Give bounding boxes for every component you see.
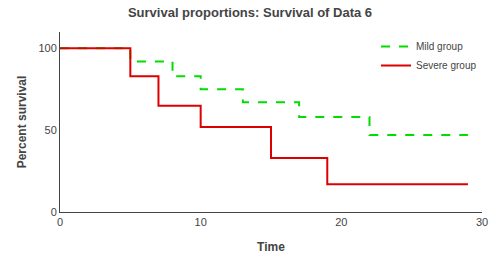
svg-text:Severe group: Severe group (416, 60, 476, 71)
svg-text:20: 20 (335, 216, 347, 228)
svg-text:Mild group: Mild group (416, 41, 463, 52)
svg-text:30: 30 (476, 216, 488, 228)
svg-text:10: 10 (195, 216, 207, 228)
svg-text:0: 0 (57, 216, 63, 228)
svg-text:50: 50 (45, 124, 57, 136)
svg-text:0: 0 (51, 206, 57, 218)
svg-text:Survival proportions: Survival: Survival proportions: Survival of Data 6 (128, 5, 372, 20)
svg-text:Time: Time (257, 240, 285, 254)
svg-text:100: 100 (38, 42, 56, 54)
svg-text:Percent survival: Percent survival (15, 76, 29, 169)
